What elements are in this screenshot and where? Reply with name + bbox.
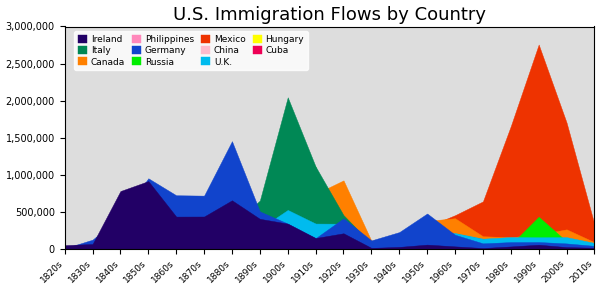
Legend: Ireland, Italy, Canada, Philippines, Germany, Russia, Mexico, China, U.K., Hunga: Ireland, Italy, Canada, Philippines, Ger… (74, 31, 308, 70)
Title: U.S. Immigration Flows by Country: U.S. Immigration Flows by Country (173, 6, 486, 23)
